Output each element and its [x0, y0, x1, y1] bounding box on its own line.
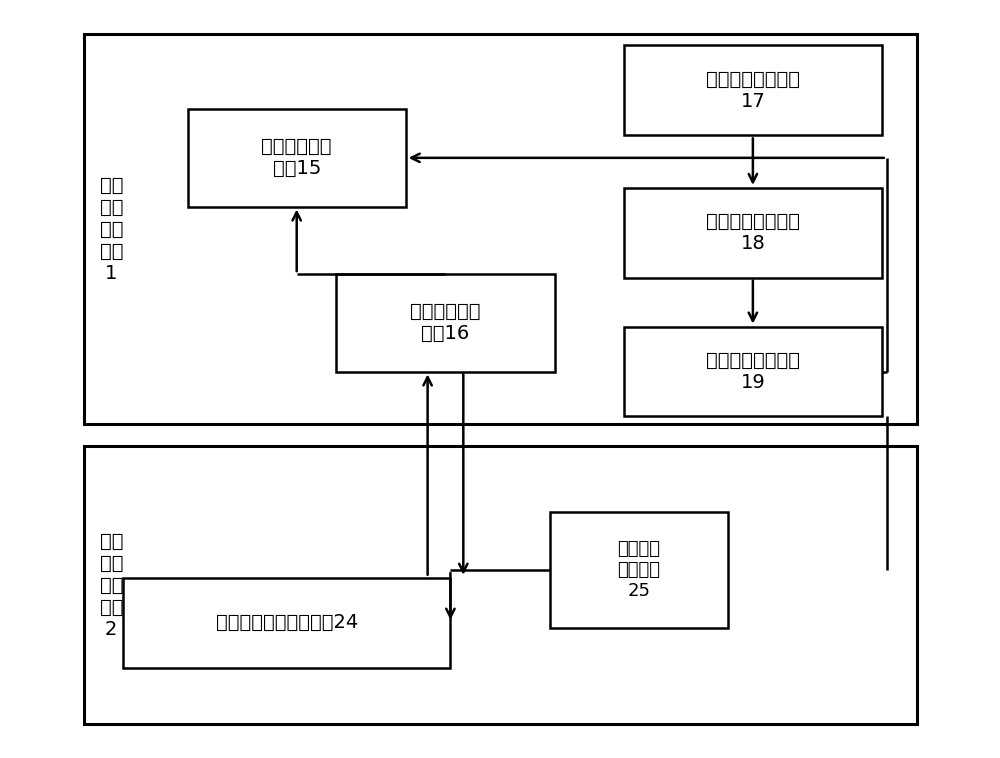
Text: 固定资产
折旧模块
25: 固定资产 折旧模块 25 — [617, 540, 660, 600]
Text: 固定资产业务处理模块24: 固定资产业务处理模块24 — [216, 613, 358, 632]
Bar — [84, 446, 916, 724]
Text: 设备台账变更
模块16: 设备台账变更 模块16 — [410, 302, 481, 343]
Bar — [624, 327, 882, 416]
Text: 资产
管理
业务
系统
1: 资产 管理 业务 系统 1 — [100, 176, 123, 283]
Text: 设备台账信息
模块15: 设备台账信息 模块15 — [261, 137, 332, 178]
Text: 设备退役申请模块
17: 设备退役申请模块 17 — [706, 70, 800, 111]
Bar — [188, 109, 406, 207]
Bar — [550, 512, 728, 628]
Bar — [123, 578, 450, 668]
Bar — [624, 188, 882, 277]
Bar — [84, 34, 916, 424]
Text: 财产
管理
业务
系统
2: 财产 管理 业务 系统 2 — [100, 531, 123, 639]
Text: 设备退役鉴定模块
18: 设备退役鉴定模块 18 — [706, 212, 800, 253]
Bar — [336, 274, 555, 371]
Text: 设备退役处置模块
19: 设备退役处置模块 19 — [706, 351, 800, 392]
Bar — [624, 45, 882, 136]
